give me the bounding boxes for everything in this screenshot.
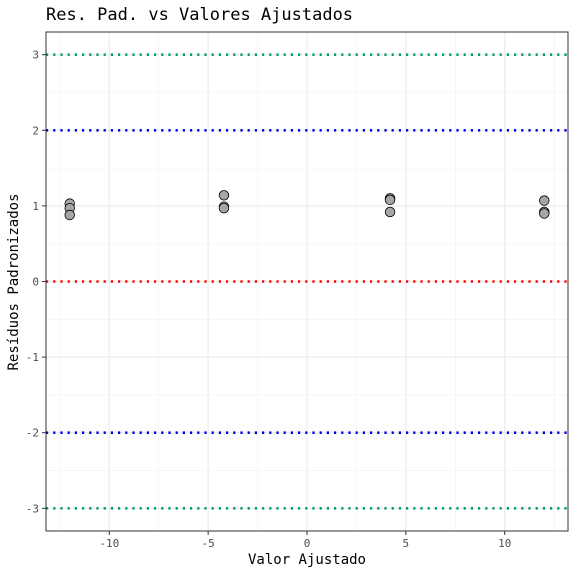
reference-lines — [46, 53, 568, 510]
x-axis: -10 -5 0 5 10 — [99, 531, 511, 550]
data-point — [218, 202, 230, 214]
y-tick-label: 1 — [32, 200, 39, 213]
y-axis: -3 -2 -1 0 1 2 3 — [26, 49, 46, 515]
x-axis-title: Valor Ajustado — [248, 552, 366, 568]
chart-title: Res. Pad. vs Valores Ajustados — [46, 5, 353, 25]
data-point — [539, 208, 550, 219]
y-tick-label: -1 — [26, 351, 39, 364]
data-point — [218, 190, 230, 201]
y-tick-label: -2 — [26, 427, 39, 440]
y-tick-label: -3 — [26, 502, 39, 515]
x-tick-label: -10 — [99, 537, 119, 550]
y-tick-label: 0 — [32, 276, 39, 289]
y-tick-label: 2 — [32, 124, 39, 137]
data-point — [539, 195, 550, 206]
data-point — [384, 194, 396, 206]
data-point — [384, 206, 396, 218]
y-axis-title: Resíduos Padronizados — [6, 193, 22, 370]
x-tick-label: -5 — [202, 537, 215, 550]
x-tick-label: 0 — [304, 537, 311, 550]
y-tick-label: 3 — [32, 49, 39, 62]
x-tick-label: 5 — [403, 537, 410, 550]
x-tick-label: 10 — [498, 537, 511, 550]
data-points — [64, 190, 550, 221]
data-point — [64, 209, 75, 221]
